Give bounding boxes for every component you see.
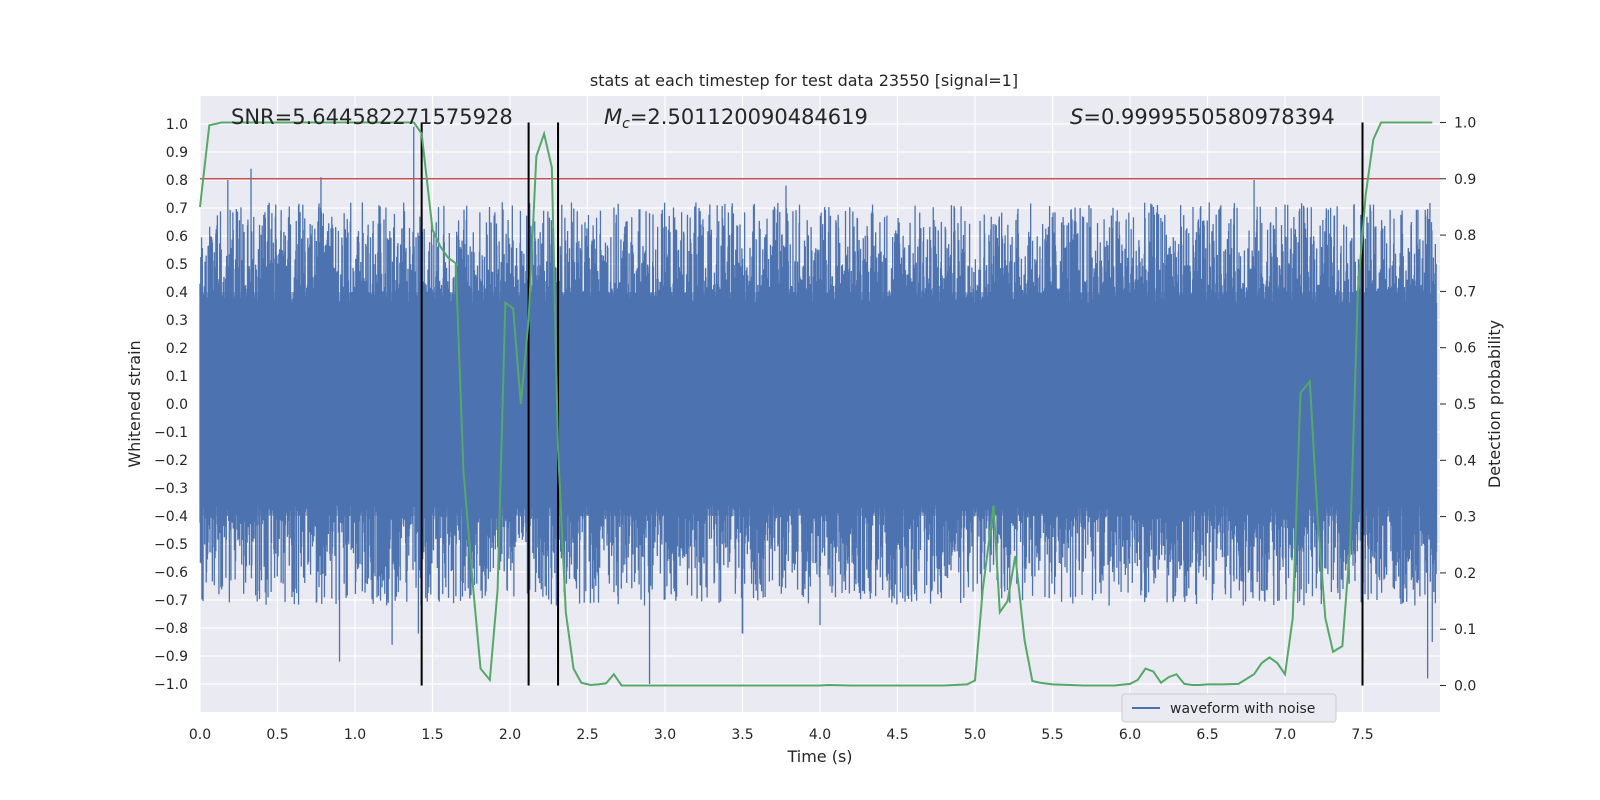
x-tick-label: 1.0 (344, 727, 366, 743)
y-axis-ticks: 1.0 0.9 0.8 0.7 0.6 0.5 0.4 0.3 0.2 0.1 0.0 −0.1 −0.… (154, 117, 188, 693)
chart-title: stats at each timestep for test data 235… (590, 71, 1018, 90)
y-tick-label: 0.3 (166, 313, 188, 329)
y-tick-label: 0.2 (166, 341, 188, 357)
y-axis-label: Whitened strain (125, 340, 144, 467)
mc-symbol: M (604, 105, 622, 129)
y-tick-label: −1.0 (154, 677, 188, 693)
y-tick-label: −0.1 (154, 425, 188, 441)
mc-subscript: c (622, 116, 630, 132)
y2-tick-label: 0.9 (1454, 172, 1476, 188)
y-tick-label: 0.5 (166, 257, 188, 273)
x-tick-label: 2.5 (576, 727, 598, 743)
y2-tick-label: 0.4 (1454, 453, 1476, 469)
x-tick-label: 4.5 (886, 727, 908, 743)
x-tick-label: 2.0 (499, 727, 521, 743)
x-tick-label: 6.0 (1119, 727, 1141, 743)
y-tick-label: −0.9 (154, 649, 188, 665)
waveform-band (200, 292, 1435, 516)
x-tick-label: 5.0 (964, 727, 986, 743)
x-tick-label: 3.5 (731, 727, 753, 743)
y2-tick-label: 0.6 (1454, 341, 1476, 357)
snr-annotation: SNR=5.644582271575928 (231, 105, 513, 129)
y2-tick-label: 0.2 (1454, 566, 1476, 582)
legend-entry: waveform with noise (1170, 701, 1315, 717)
waveform-series (199, 126, 1438, 684)
mc-value: =2.501120090484619 (630, 105, 868, 129)
probability-line (199, 121, 1433, 687)
y2-axis-label: Detection probability (1485, 320, 1504, 488)
legend: waveform with noise (1121, 693, 1337, 723)
mc-annotation: Mc=2.501120090484619 (604, 105, 868, 132)
x-tick-label: 5.5 (1041, 727, 1063, 743)
x-tick-label: 7.0 (1274, 727, 1296, 743)
y-tick-label: 0.8 (166, 173, 188, 189)
x-tick-label: 7.5 (1351, 727, 1373, 743)
y-tick-label: 1.0 (166, 117, 188, 133)
s-annotation: S=0.9999550580978394 (1070, 105, 1335, 129)
x-tick-label: 1.5 (421, 727, 443, 743)
y2-tick-label: 0.8 (1454, 228, 1476, 244)
x-tick-label: 0.5 (266, 727, 288, 743)
y-tick-label: 0.7 (166, 201, 188, 217)
y2-tick-label: 1.0 (1454, 115, 1476, 131)
y-tick-label: −0.5 (154, 537, 188, 553)
legend-box (1121, 693, 1337, 723)
y2-tick-label: 0.5 (1454, 397, 1476, 413)
y2-tick-label: 0.7 (1454, 284, 1476, 300)
y2-tick-label: 0.1 (1454, 622, 1476, 638)
x-tick-label: 3.0 (654, 727, 676, 743)
x-tick-label: 4.0 (809, 727, 831, 743)
y-tick-label: −0.7 (154, 593, 188, 609)
y-tick-label: 0.1 (166, 369, 188, 385)
y-tick-label: 0.4 (166, 285, 188, 301)
probability-series (199, 121, 1433, 687)
x-tick-label: 0.0 (189, 727, 211, 743)
y-tick-label: −0.6 (154, 565, 188, 581)
x-tick-label: 6.5 (1196, 727, 1218, 743)
s-value: =0.9999550580978394 (1083, 105, 1334, 129)
y2-axis-ticks: 1.0 0.9 0.8 0.7 0.6 0.5 0.4 0.3 0.2 0.1 0.0 (1440, 115, 1476, 695)
x-axis-ticks: 0.0 0.5 1.0 1.5 2.0 2.5 3.0 3.5 4.0 4.5 5.0 5.5 6.0 6… (189, 727, 1374, 743)
y-tick-label: −0.2 (154, 453, 188, 469)
y-tick-label: 0.6 (166, 229, 188, 245)
x-axis-label: Time (s) (786, 747, 852, 766)
y2-tick-label: 0.3 (1454, 510, 1476, 526)
y-tick-label: 0.0 (166, 397, 188, 413)
y-tick-label: 0.9 (166, 145, 188, 161)
y2-tick-label: 0.0 (1454, 679, 1476, 695)
s-symbol: S (1070, 105, 1083, 129)
y-tick-label: −0.4 (154, 509, 188, 525)
y-tick-label: −0.8 (154, 621, 188, 637)
y-tick-label: −0.3 (154, 481, 188, 497)
